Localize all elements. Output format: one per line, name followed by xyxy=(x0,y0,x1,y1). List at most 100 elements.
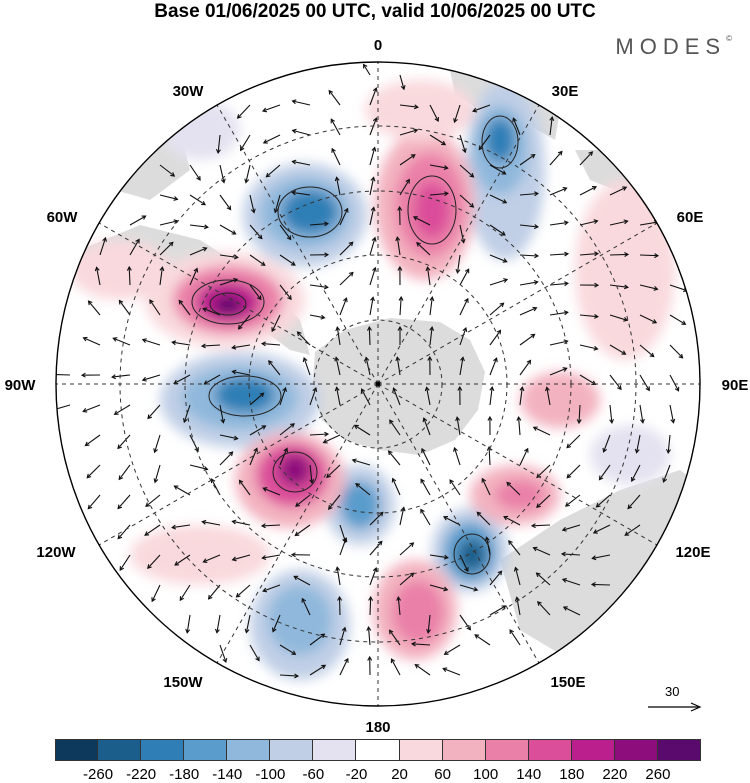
wind-vector xyxy=(443,516,461,526)
wind-vector xyxy=(489,605,506,616)
wind-vector xyxy=(533,426,551,436)
wind-vector xyxy=(203,554,221,563)
wind-vector xyxy=(249,254,266,266)
wind-vector-head xyxy=(171,340,177,346)
wind-vector-head xyxy=(506,481,512,487)
wind-vector-head xyxy=(443,516,449,521)
wind-vector-head xyxy=(549,115,555,122)
wind-vector-head xyxy=(294,531,300,537)
colorbar-tick-label: 20 xyxy=(391,766,408,783)
wind-vector xyxy=(96,267,101,286)
wind-vector-head xyxy=(590,582,596,587)
lon-label-120w: 120W xyxy=(36,544,76,561)
wind-vector-head xyxy=(118,475,124,481)
wind-vector-head xyxy=(425,266,431,272)
wind-vector-head xyxy=(168,241,174,247)
wind-vector-head xyxy=(387,450,393,456)
wind-vector-head xyxy=(481,477,487,483)
wind-vector-head xyxy=(405,178,410,184)
wind-vector xyxy=(151,584,161,602)
wind-vector-head xyxy=(226,205,232,211)
wind-vector xyxy=(546,387,551,406)
wind-vector xyxy=(392,388,401,406)
wind-vector xyxy=(624,524,641,536)
wind-vector xyxy=(396,237,401,256)
wind-vector-head xyxy=(244,628,250,634)
wind-vector xyxy=(549,282,568,286)
wind-vector-head xyxy=(259,392,265,398)
wind-vector xyxy=(369,267,376,286)
wind-vector xyxy=(456,417,461,436)
colorbar-segment xyxy=(356,739,400,761)
wind-vector-head xyxy=(534,253,540,259)
colorbar-segment xyxy=(614,739,658,761)
wind-vector-head xyxy=(94,266,100,272)
wind-vector xyxy=(549,340,568,346)
wind-vector-head xyxy=(153,448,158,454)
wind-vector xyxy=(144,524,161,536)
wind-vector xyxy=(503,516,521,526)
colorbar-segment xyxy=(399,739,443,761)
wind-vector xyxy=(472,104,491,112)
wind-vector-head xyxy=(627,504,633,510)
wind-vector-head xyxy=(562,367,568,372)
wind-vector xyxy=(489,254,507,263)
wind-vector xyxy=(639,254,659,257)
wind-vector xyxy=(309,633,325,646)
wind-vector xyxy=(531,524,551,527)
wind-vector-head xyxy=(670,418,676,424)
wind-vector-head xyxy=(530,153,536,159)
wind-vector-head xyxy=(334,356,340,362)
wind-vector xyxy=(369,567,377,586)
wind-vector-head xyxy=(591,555,597,561)
colorbar xyxy=(55,739,701,761)
wind-vector xyxy=(279,224,292,240)
wind-vector xyxy=(369,512,384,526)
wind-vector xyxy=(249,392,264,406)
wind-vector-head xyxy=(526,359,532,365)
wind-vector xyxy=(459,298,469,316)
map-disk-content xyxy=(56,62,700,706)
wind-vector xyxy=(147,554,161,569)
wind-vector-head xyxy=(416,241,421,247)
wind-vector xyxy=(369,118,377,136)
wind-vector-head xyxy=(261,107,268,113)
wind-vector xyxy=(516,597,521,616)
wind-vector xyxy=(578,404,581,424)
wind-vector-head xyxy=(56,406,57,412)
wind-vector xyxy=(481,478,491,496)
wind-vector xyxy=(309,664,326,676)
wind-vector xyxy=(423,417,431,436)
wind-vector xyxy=(453,104,461,123)
wind-vector-head xyxy=(533,279,539,285)
wind-vector xyxy=(536,464,551,478)
wind-vector xyxy=(369,207,375,226)
reference-vector-label: 30 xyxy=(665,684,680,699)
wind-vector-head xyxy=(594,313,599,319)
wind-vector-head xyxy=(268,360,273,365)
wind-vector-head xyxy=(261,555,267,561)
wind-vector xyxy=(549,187,567,196)
wind-vector-head xyxy=(469,203,475,208)
wind-vector xyxy=(271,314,281,332)
wind-vector-head xyxy=(455,416,461,422)
wind-vector-head xyxy=(377,540,383,546)
wind-vector xyxy=(669,404,675,423)
wind-vector xyxy=(536,572,551,586)
wind-vector-head xyxy=(593,345,599,351)
wind-vector xyxy=(339,208,349,226)
wind-vector xyxy=(667,434,671,453)
wind-vector-head xyxy=(145,502,150,507)
wind-vector-head xyxy=(324,221,329,227)
wind-vector xyxy=(88,300,101,316)
wind-vector xyxy=(399,154,416,166)
wind-vector xyxy=(292,100,311,106)
wind-vector-head xyxy=(210,478,216,484)
wind-vector xyxy=(217,134,221,153)
wind-vector-head xyxy=(341,626,347,632)
wind-vector xyxy=(420,479,431,496)
wind-vector-head xyxy=(82,336,88,342)
wind-vector xyxy=(414,664,431,676)
wind-vector-head xyxy=(173,485,179,490)
wind-vector-head xyxy=(410,154,416,159)
